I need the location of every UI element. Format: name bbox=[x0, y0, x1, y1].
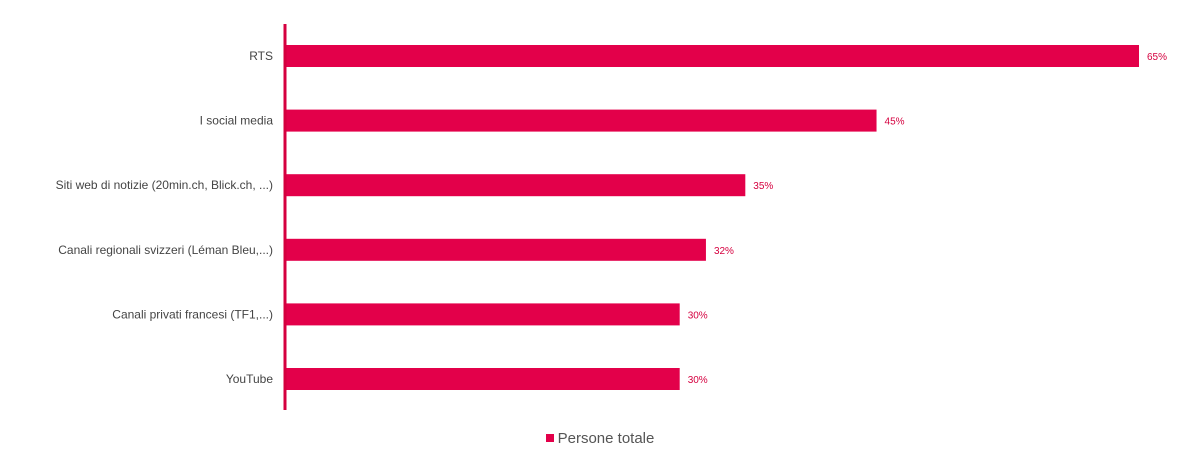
value-label-0: 65% bbox=[1147, 52, 1167, 63]
category-label-5: YouTube bbox=[226, 372, 273, 386]
bar-2 bbox=[286, 174, 746, 197]
category-label-4: Canali privati francesi (TF1,...) bbox=[112, 307, 273, 321]
category-label-2: Siti web di notizie (20min.ch, Blick.ch,… bbox=[56, 178, 273, 192]
bar-4 bbox=[286, 303, 680, 326]
value-labels: 65% 45% 35% 32% 30% 30% bbox=[688, 52, 1167, 386]
legend-label: Persone totale bbox=[557, 430, 655, 447]
value-label-2: 35% bbox=[753, 181, 773, 192]
legend-swatch bbox=[545, 434, 554, 442]
bar-1 bbox=[286, 109, 877, 132]
category-labels: RTS I social media Siti web di notizie (20… bbox=[56, 49, 274, 386]
bars-group bbox=[286, 45, 1139, 390]
value-label-4: 30% bbox=[688, 310, 708, 321]
value-label-1: 45% bbox=[885, 117, 905, 128]
category-label-0: RTS bbox=[249, 49, 273, 63]
category-label-1: I social media bbox=[200, 114, 274, 128]
bar-3 bbox=[286, 238, 706, 261]
legend: Persone totale bbox=[0, 430, 1200, 447]
bar-0 bbox=[286, 45, 1139, 67]
value-label-3: 32% bbox=[714, 246, 734, 257]
value-label-5: 30% bbox=[688, 375, 708, 386]
bar-5 bbox=[286, 368, 680, 390]
category-label-3: Canali regionali svizzeri (Léman Bleu,..… bbox=[58, 243, 273, 257]
